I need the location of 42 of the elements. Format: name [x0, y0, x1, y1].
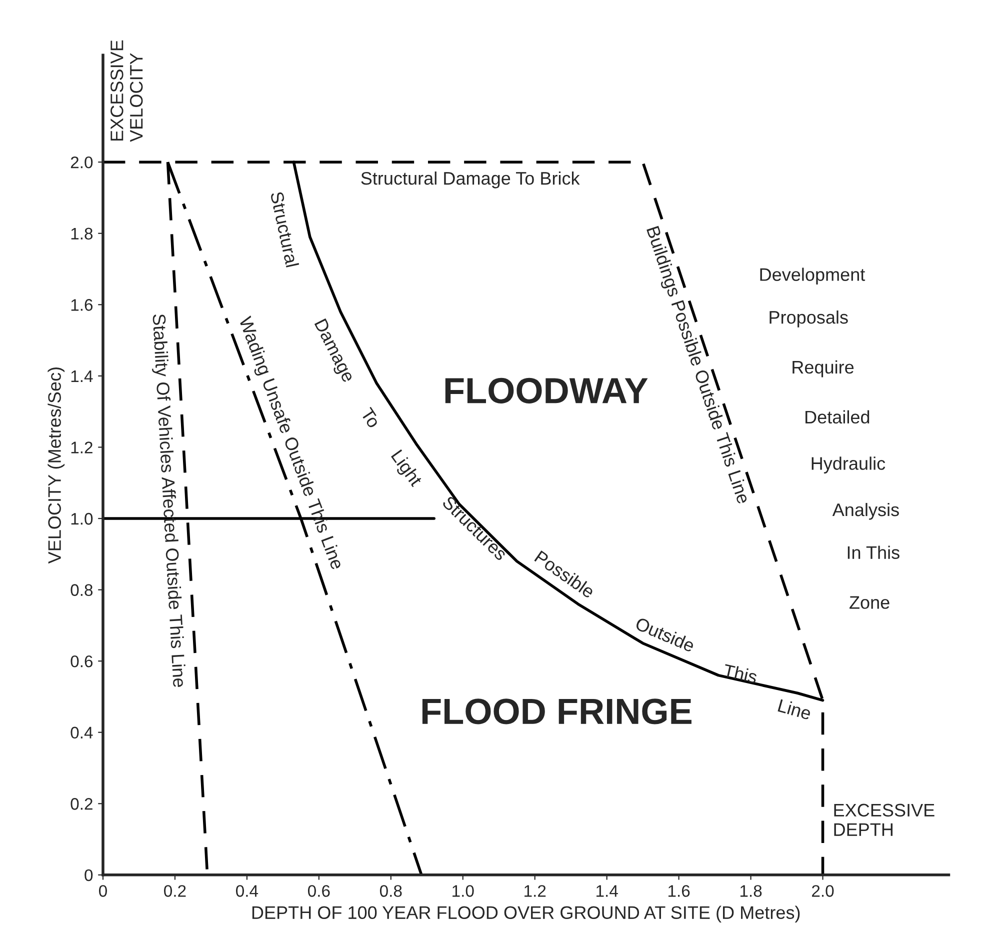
y-tick-label: 1.8: [71, 228, 93, 240]
annotation: Proposals: [770, 310, 848, 328]
x-tick-label: 0.4: [236, 885, 258, 897]
x-tick-label: 1.2: [524, 885, 546, 897]
annotation: Detailed: [806, 410, 870, 424]
x-tick-label: 1.8: [740, 885, 762, 897]
x-tick-label: 0.6: [308, 885, 330, 897]
annotation: Require: [792, 360, 854, 378]
y-axis-title: VELOCITY (Metres/Sec): [48, 367, 65, 564]
annotation: Structural Damage To Brick: [361, 171, 580, 188]
x-tick-label: 2.0: [812, 885, 834, 897]
x-tick-label: 1.4: [596, 885, 618, 897]
annotation: This: [722, 663, 758, 684]
annotation: Structural: [270, 191, 300, 268]
x-tick-label: 1.6: [668, 885, 690, 897]
annotation: Analysis: [832, 502, 899, 520]
y-tick-label: 0.6: [70, 655, 93, 668]
y-tick-label: 1.4: [71, 370, 93, 382]
annotation: EXCESSIVE VELOCITY: [110, 40, 143, 142]
y-tick-label: 0.4: [70, 726, 93, 739]
annotation: Line: [778, 698, 812, 720]
y-tick-label: 1.0: [71, 512, 93, 525]
y-tick-label: 0: [84, 869, 93, 882]
annotation: Hydraulic: [812, 456, 886, 474]
x-tick-label: 0.8: [380, 885, 402, 897]
annotation: To: [360, 406, 381, 429]
y-tick-label: 2.0: [70, 156, 93, 168]
y-tick-label: 0.2: [70, 798, 92, 810]
y-tick-label: 1.6: [71, 299, 93, 311]
annotation: EXCESSIVE DEPTH: [834, 804, 934, 836]
y-tick-label: 1.2: [71, 442, 92, 454]
x-axis-title: DEPTH OF 100 YEAR FLOOD OVER GROUND AT SITE (D Metres): [252, 906, 800, 923]
annotation: Development: [760, 268, 866, 285]
annotation: FLOOD FRINGE: [422, 698, 692, 724]
annotation: In This: [848, 546, 900, 559]
x-tick-label: 0.2: [164, 885, 186, 897]
annotation: Stability Of Vehicles Affected Outside This Line: [149, 314, 187, 688]
annotation: FLOODWAY: [445, 378, 648, 404]
y-tick-label: 0.8: [70, 584, 93, 596]
annotation: Zone: [850, 596, 890, 609]
x-tick-label: 0: [99, 885, 107, 897]
x-tick-label: 1.0: [452, 885, 474, 897]
